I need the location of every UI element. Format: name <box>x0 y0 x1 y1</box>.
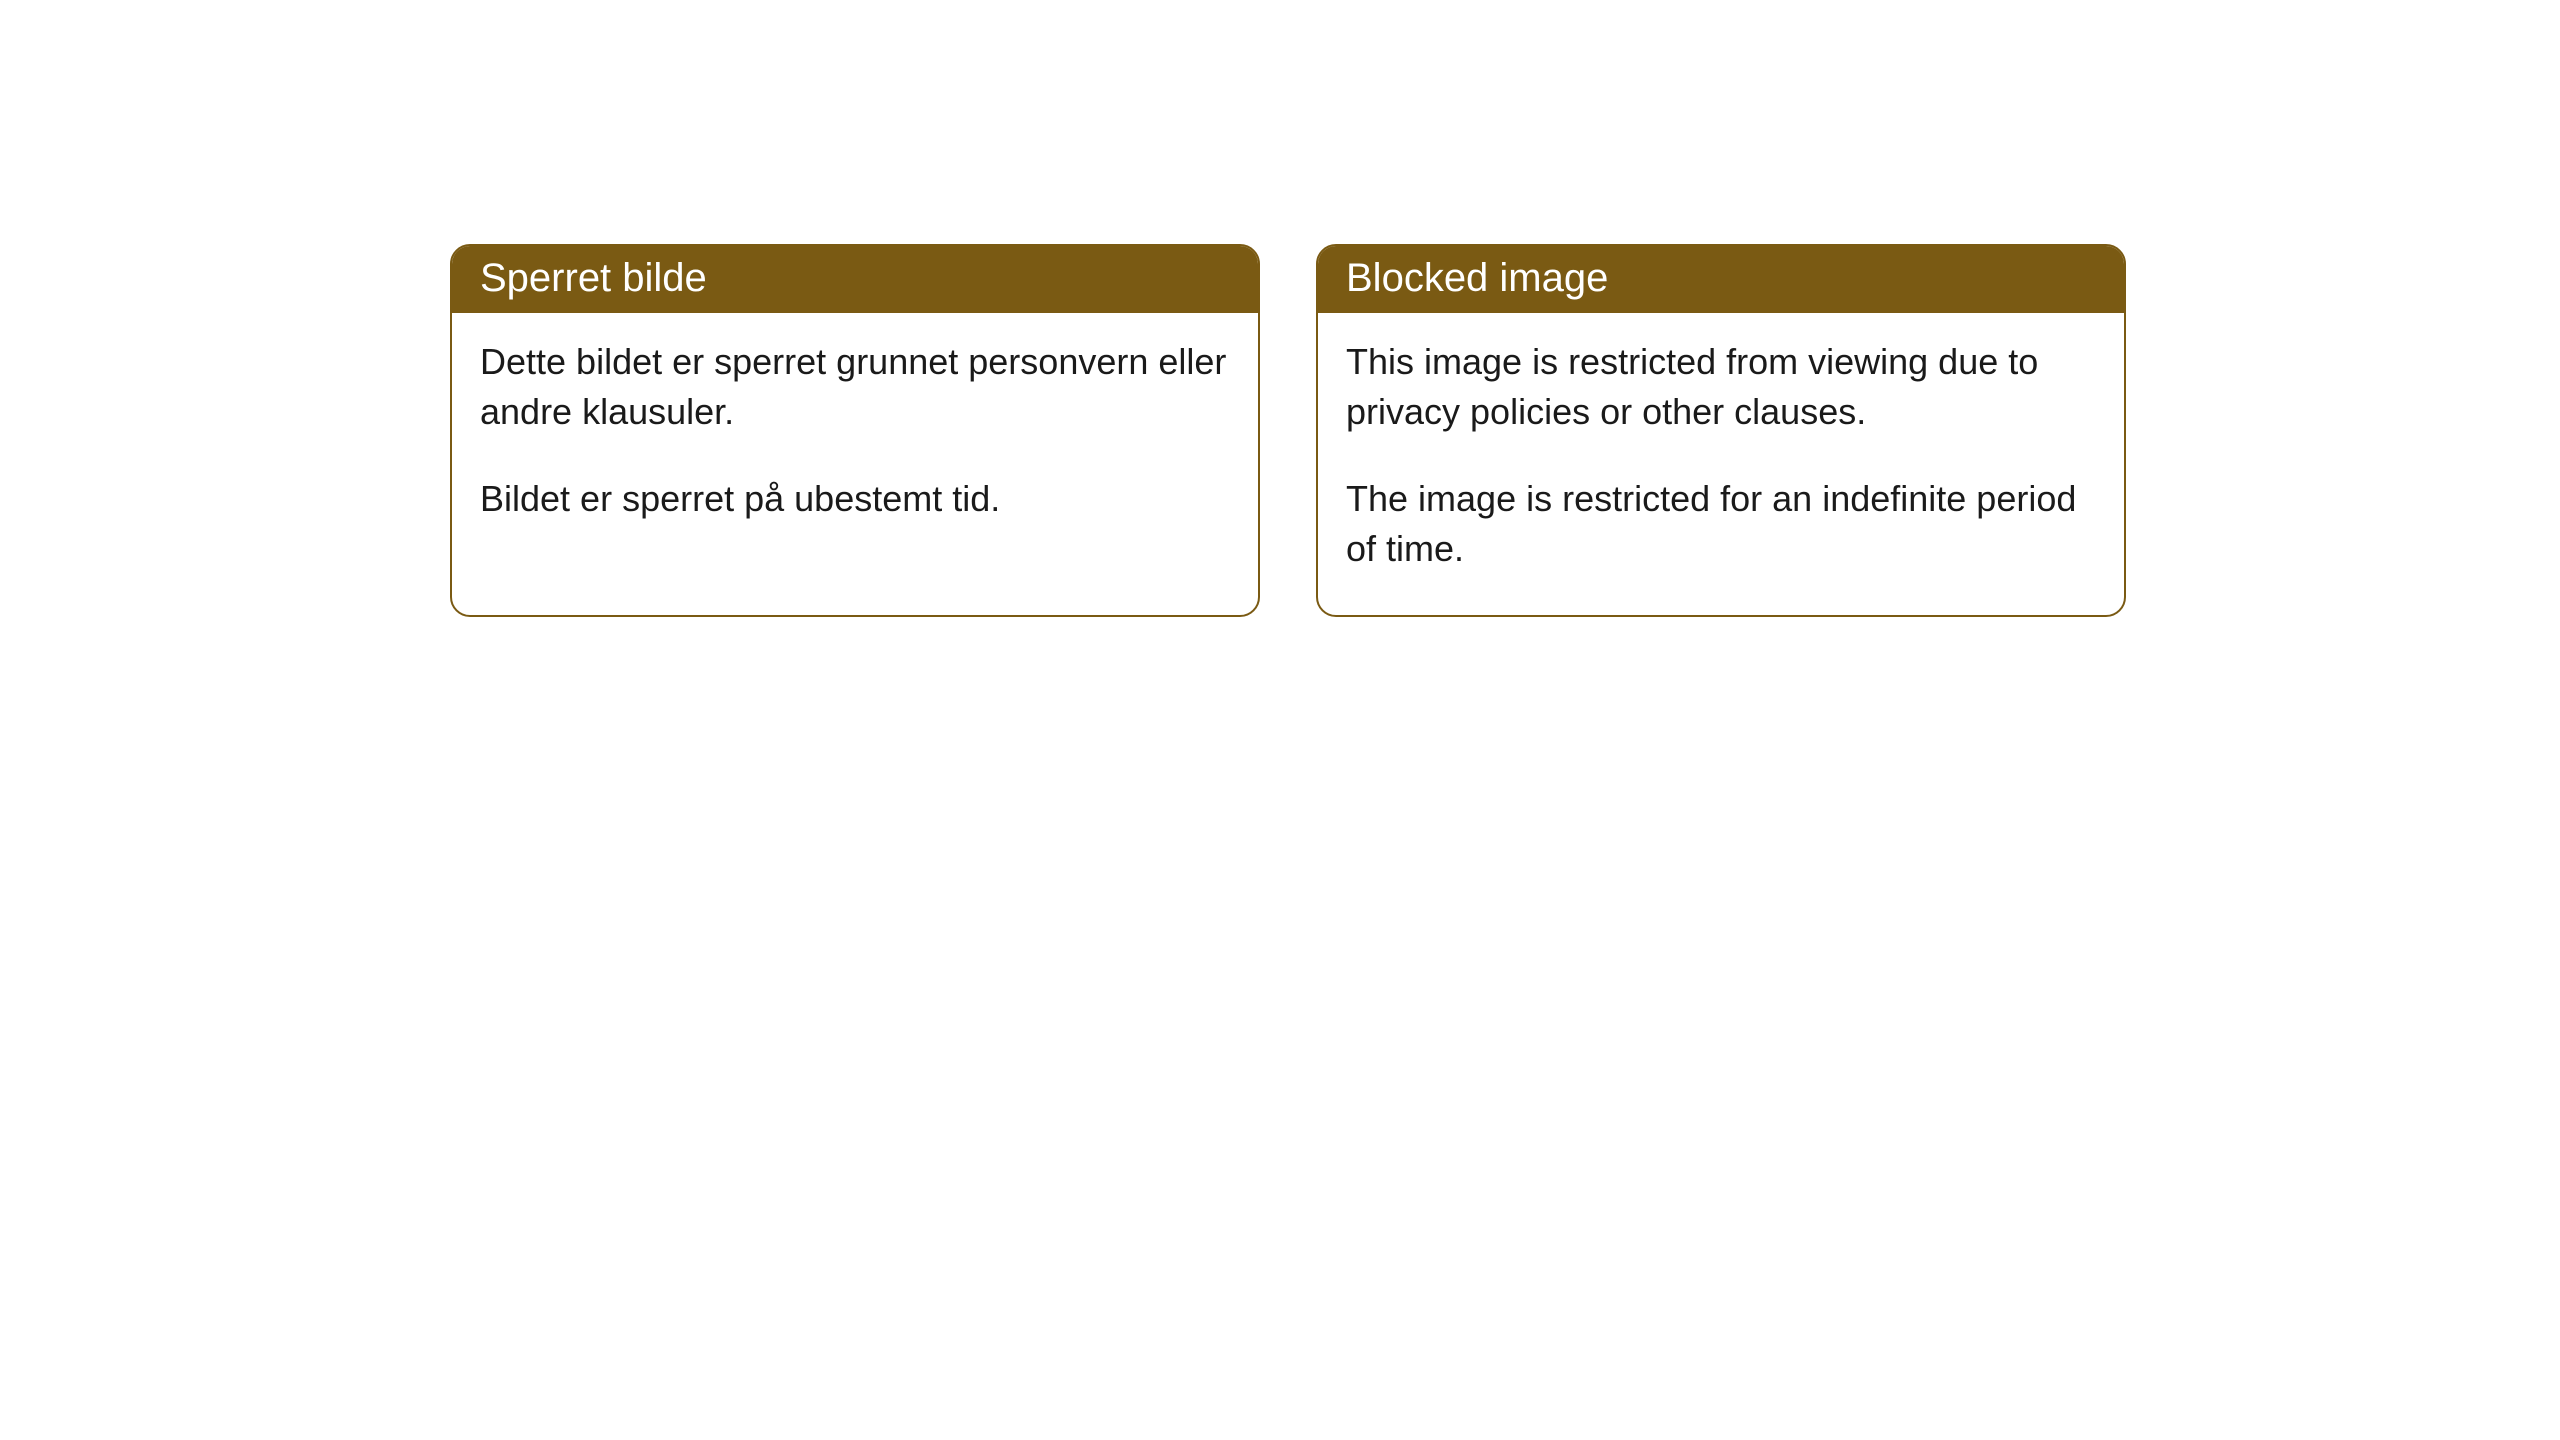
card-header-no: Sperret bilde <box>452 246 1258 313</box>
notice-container: Sperret bilde Dette bildet er sperret gr… <box>0 0 2560 617</box>
card-para1-no: Dette bildet er sperret grunnet personve… <box>480 337 1230 438</box>
blocked-image-card-no: Sperret bilde Dette bildet er sperret gr… <box>450 244 1260 617</box>
blocked-image-card-en: Blocked image This image is restricted f… <box>1316 244 2126 617</box>
card-para1-en: This image is restricted from viewing du… <box>1346 337 2096 438</box>
card-header-en: Blocked image <box>1318 246 2124 313</box>
card-para2-no: Bildet er sperret på ubestemt tid. <box>480 474 1230 524</box>
card-title-en: Blocked image <box>1346 256 1608 300</box>
card-para2-en: The image is restricted for an indefinit… <box>1346 474 2096 575</box>
card-body-no: Dette bildet er sperret grunnet personve… <box>452 313 1258 564</box>
card-title-no: Sperret bilde <box>480 256 707 300</box>
card-body-en: This image is restricted from viewing du… <box>1318 313 2124 615</box>
